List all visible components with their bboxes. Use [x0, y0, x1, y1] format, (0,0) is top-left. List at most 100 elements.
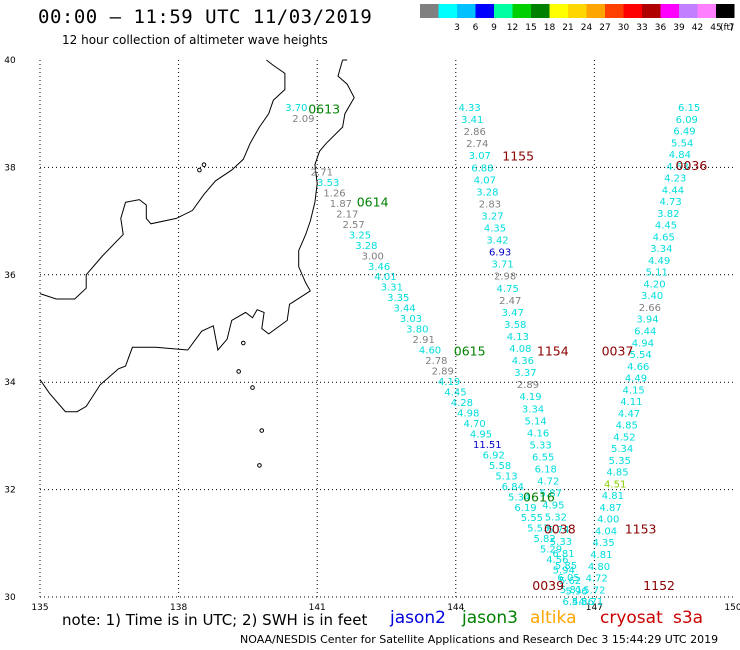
colorbar-label: 45 — [710, 23, 721, 33]
wave-height-reading: 5.29 — [540, 545, 562, 556]
wave-height-reading: 4.47 — [618, 409, 640, 420]
wave-height-reading: 4.98 — [457, 408, 479, 419]
wave-height-reading: 4.13 — [507, 332, 529, 343]
colorbar-swatch — [716, 4, 735, 18]
island — [201, 162, 207, 168]
wave-height-reading: 5.34 — [508, 492, 530, 503]
colorbar-label: 3 — [454, 23, 460, 33]
wave-height-reading: 4.85 — [616, 421, 638, 432]
wave-height-reading: 3.00 — [362, 251, 384, 262]
colorbar-swatch — [697, 4, 716, 18]
colorbar-swatch — [586, 4, 605, 18]
legend-jason3: jason3 — [462, 608, 518, 628]
pass-time-label: 0614 — [357, 195, 389, 210]
colorbar-label: 15 — [525, 23, 536, 33]
wave-height-reading: 4.20 — [643, 279, 665, 290]
wave-height-reading: 6.44 — [634, 327, 656, 338]
wave-height-reading: 2.17 — [336, 209, 358, 220]
wave-height-reading: 3.70 — [285, 103, 307, 114]
wave-height-reading: 6.15 — [678, 103, 700, 114]
wave-height-reading: 4.16 — [527, 428, 549, 439]
wave-height-reading: 3.28 — [476, 187, 498, 198]
wave-height-reading: 4.44 — [662, 185, 684, 196]
wave-height-reading: 3.25 — [349, 230, 371, 241]
wave-height-reading: 3.58 — [504, 320, 526, 331]
wave-height-reading: 4.00 — [597, 515, 619, 526]
pass-time-label: 1153 — [625, 522, 657, 537]
wave-height-reading: 3.82 — [657, 209, 679, 220]
wave-height-reading: 3.42 — [486, 236, 508, 247]
wave-height-reading: 6.92 — [483, 450, 505, 461]
wave-height-reading: 5.13 — [495, 471, 517, 482]
wave-height-reading: 2.89 — [517, 380, 539, 391]
wave-height-reading: 4.72 — [586, 574, 608, 585]
colorbar-label: 36 — [655, 23, 667, 33]
lat-tick-label: 34 — [4, 378, 16, 388]
pass-time-labels: 0613 0614 0615 0616 1155 1154 1153 1152 0036 0037… — [308, 102, 707, 593]
wave-height-reading: 3.80 — [406, 325, 428, 336]
colorbar-swatch — [475, 4, 494, 18]
wave-height-reading: 6.05 — [557, 573, 579, 584]
wave-height-reading: 6.81 — [552, 549, 574, 560]
wave-height-reading: 4.95 — [542, 501, 564, 512]
wave-height-reading: 3.53 — [317, 178, 339, 189]
wave-height-reading: 4.66 — [627, 362, 649, 373]
colorbar-label: 27 — [599, 23, 610, 33]
wave-height-reading: 2.66 — [639, 303, 661, 314]
legend-s3a: s3a — [673, 608, 704, 628]
wave-height-reading: 5.53 — [527, 524, 549, 535]
colorbar-label: 18 — [544, 23, 556, 33]
wave-height-reading: 4.19 — [438, 377, 460, 388]
wave-height-reading: 5.82 — [534, 534, 556, 545]
page-title: 00:00 – 11:59 UTC 11/03/2019 — [38, 6, 373, 28]
wave-height-reading: 5.58 — [489, 461, 511, 472]
wave-height-reading: 4.84 — [669, 150, 691, 161]
wave-height-reading: 4.85 — [606, 468, 628, 479]
wave-height-reading: 4.81 — [602, 491, 624, 502]
wave-height-reading: 4.60 — [419, 346, 441, 357]
wave-height-reading: 2.74 — [466, 139, 488, 150]
legend-cryosat: cryosat — [600, 608, 663, 628]
pass-time-label: 0038 — [544, 522, 576, 537]
wave-height-reading: 6.93 — [489, 248, 511, 259]
wave-height-reading: 4.28 — [451, 398, 473, 409]
wave-height-reading: 6.88 — [471, 163, 493, 174]
wave-height-reading: 3.37 — [514, 368, 536, 379]
pass-time-label: 0036 — [676, 158, 708, 173]
wave-height-reading: 1.26 — [323, 188, 345, 199]
wave-height-colorbar: 36912151821242730333639424570(ft) — [420, 4, 735, 33]
wave-height-reading: 4.75 — [497, 284, 519, 295]
wave-height-reading: 3.94 — [636, 315, 658, 326]
colorbar-swatch — [660, 4, 679, 18]
wave-height-reading: 3.44 — [393, 304, 415, 315]
colorbar-swatch — [642, 4, 661, 18]
wave-height-reading: 4.70 — [463, 419, 485, 430]
west-coastline — [39, 59, 286, 300]
legend-altika: altika — [530, 608, 577, 628]
colorbar-label: 33 — [636, 23, 647, 33]
wave-height-reading: 6.84 — [502, 482, 524, 493]
island — [250, 385, 255, 390]
wave-height-reading: 3.28 — [355, 241, 377, 252]
wave-height-reading: 6.55 — [532, 452, 554, 463]
wave-height-reading: 5.96 — [565, 587, 587, 598]
wave-height-reading: 5.81 — [560, 585, 582, 596]
wave-height-reading: 6.18 — [535, 465, 557, 476]
lat-lon-grid — [40, 60, 733, 597]
wave-height-reading: 4.49 — [625, 374, 647, 385]
wave-height-reading: 3.41 — [461, 115, 483, 126]
wave-height-reading: 5.62 — [559, 576, 581, 587]
wave-height-reading: 5.35 — [609, 456, 631, 467]
colorbar-swatch — [438, 4, 457, 18]
wave-height-reading: 5.33 — [530, 440, 552, 451]
lon-tick-label: 150 — [724, 603, 740, 613]
wave-height-reading: 4.08 — [509, 344, 531, 355]
wave-height-reading: 6.49 — [673, 127, 695, 138]
wave-height-reading: 5.54 — [629, 350, 651, 361]
colorbar-swatch — [623, 4, 642, 18]
island — [240, 340, 246, 346]
wave-height-reading: 4.63 — [666, 162, 688, 173]
wave-height-reading: 6.09 — [676, 115, 698, 126]
colorbar-label: 39 — [673, 23, 685, 33]
wave-height-reading: 3.35 — [387, 293, 409, 304]
